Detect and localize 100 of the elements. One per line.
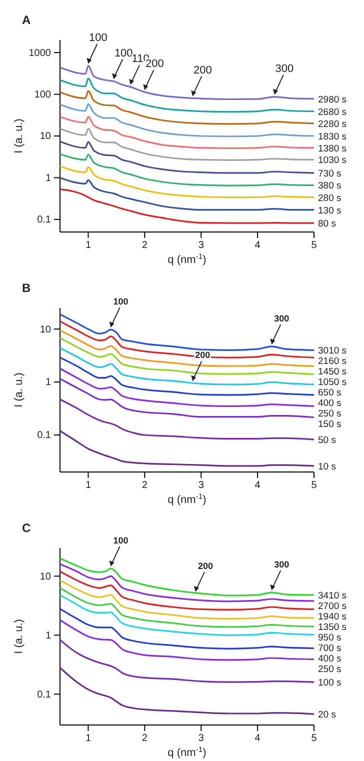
annotation: 300 — [275, 62, 294, 75]
series-label: 700 s — [318, 642, 342, 654]
line-series — [59, 329, 315, 367]
series-label: 250 s — [318, 664, 342, 675]
line-series — [59, 188, 315, 224]
line-series — [59, 587, 315, 628]
series-label: 250 s — [318, 408, 342, 420]
chart-title: A — [22, 13, 31, 27]
series-label: 650 s — [318, 388, 342, 399]
line-series — [59, 594, 315, 636]
series-label: 2700 s — [318, 600, 347, 612]
x-axis-title: q (nm$^{-1}$) — [168, 744, 206, 759]
annotation: 200 — [193, 64, 212, 76]
line-series — [59, 128, 315, 161]
x-tick-label: 4 — [254, 733, 261, 744]
line-series — [59, 666, 315, 715]
x-tick-label: 1 — [85, 240, 92, 252]
x-tick-label: 5 — [311, 733, 318, 744]
line-series — [59, 153, 315, 186]
line-series — [59, 608, 315, 650]
series-label: 400 s — [318, 398, 342, 410]
annotation: 200 — [198, 560, 213, 571]
x-tick-label: 3 — [198, 733, 204, 744]
line-series — [59, 116, 315, 149]
line-series — [59, 314, 315, 351]
x-tick-label: 2 — [142, 240, 148, 252]
line-series — [59, 320, 315, 358]
series-label: 2980 s — [318, 94, 347, 106]
line-series — [59, 356, 315, 396]
line-series — [59, 580, 315, 620]
series-label: 130 s — [318, 205, 342, 216]
y-tick-label: 1 — [45, 630, 52, 642]
line-series — [59, 558, 315, 596]
series-label: 1380 s — [318, 143, 347, 154]
x-axis-title: q (nm$^{-1}$) — [168, 492, 206, 506]
y-tick-label: 1 — [45, 377, 52, 388]
x-tick-label: 2 — [142, 480, 148, 492]
line-series — [59, 570, 315, 610]
line-series — [59, 103, 315, 138]
series-label: 950 s — [318, 632, 342, 644]
line-series — [59, 165, 315, 198]
series-label: 20 s — [318, 710, 336, 721]
chart-title: B — [22, 281, 31, 295]
series-label: 1940 s — [318, 611, 347, 622]
line-series — [59, 639, 315, 683]
annotation: 100 — [113, 296, 128, 307]
series-label: 380 s — [318, 180, 342, 192]
series-label: 80 s — [318, 218, 336, 230]
series-label: 2280 s — [318, 118, 347, 130]
x-tick-label: 2 — [142, 733, 148, 744]
x-tick-label: 4 — [254, 480, 261, 492]
y-axis-title: I (a. u.) — [13, 372, 25, 408]
y-axis-title: I (a. u.) — [13, 118, 25, 154]
y-axis-title: I (a. u.) — [13, 619, 25, 654]
line-series — [59, 368, 315, 407]
y-tick-label: 1 — [45, 172, 52, 184]
x-tick-label: 1 — [85, 733, 92, 744]
series-label: 1050 s — [318, 377, 347, 388]
x-tick-label: 1 — [85, 480, 92, 492]
series-label: 2680 s — [318, 106, 347, 118]
line-series — [59, 78, 315, 113]
line-series — [59, 90, 315, 125]
annotation: 300 — [274, 559, 290, 570]
series-label: 100 s — [318, 678, 342, 689]
line-series — [59, 176, 315, 211]
series-label: 150 s — [318, 419, 342, 430]
line-series — [59, 619, 315, 661]
line-series — [59, 347, 315, 386]
series-label: 3410 s — [318, 590, 347, 602]
series-label: 280 s — [318, 192, 342, 204]
line-series — [59, 430, 315, 467]
x-tick-label: 3 — [198, 480, 204, 492]
annotation: 100 — [89, 32, 108, 44]
x-tick-label: 5 — [311, 240, 318, 252]
chart-title: C — [22, 521, 31, 535]
line-series — [59, 140, 315, 174]
annotation: 100 — [113, 535, 128, 546]
y-tick-label: 1000 — [28, 48, 52, 59]
y-tick-label: 0.1 — [37, 430, 52, 442]
series-label: 2160 s — [318, 356, 347, 368]
line-series — [59, 398, 315, 440]
line-series — [59, 378, 315, 418]
y-tick-label: 10 — [40, 131, 52, 142]
line-series — [59, 337, 315, 376]
annotation: 100 — [114, 47, 133, 60]
annotation: 300 — [274, 313, 290, 324]
x-tick-label: 4 — [254, 240, 261, 252]
x-tick-label: 5 — [311, 480, 318, 492]
y-tick-label: 0.1 — [37, 214, 52, 226]
x-tick-label: 3 — [198, 240, 204, 252]
series-label: 50 s — [318, 435, 336, 446]
series-label: 1450 s — [318, 366, 347, 378]
y-tick-label: 10 — [40, 571, 52, 582]
series-label: 400 s — [318, 653, 342, 664]
y-tick-label: 10 — [40, 324, 52, 336]
y-tick-label: 100 — [34, 89, 52, 100]
series-label: 1830 s — [318, 132, 347, 142]
series-label: 1030 s — [318, 155, 347, 166]
y-tick-label: 0.1 — [37, 689, 52, 700]
series-label: 1350 s — [318, 622, 347, 633]
